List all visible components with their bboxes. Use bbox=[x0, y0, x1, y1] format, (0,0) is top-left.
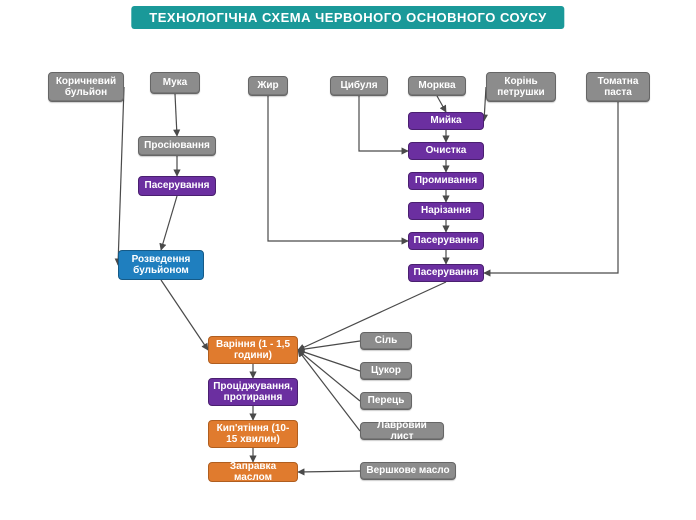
edge-tomato_paste-to-saute_tom bbox=[484, 102, 618, 273]
edge-dilute-to-boil bbox=[161, 280, 208, 350]
node-cut: Нарізання bbox=[408, 202, 484, 220]
node-peel: Очистка bbox=[408, 142, 484, 160]
edge-pepper-to-boil bbox=[298, 350, 360, 401]
node-parsley_root: Корінь петрушки bbox=[486, 72, 556, 102]
node-simmer: Кип'ятіння (10-15 хвилин) bbox=[208, 420, 298, 448]
node-tomato_paste: Томатна паста bbox=[586, 72, 650, 102]
node-strain: Проціджування, протирання bbox=[208, 378, 298, 406]
node-saute_flour: Пасерування bbox=[138, 176, 216, 196]
edge-saute_flour-to-dilute bbox=[161, 196, 177, 250]
node-sifting: Просіювання bbox=[138, 136, 216, 156]
node-butter_finish: Заправка маслом bbox=[208, 462, 298, 482]
edge-salt-to-boil bbox=[298, 341, 360, 350]
node-dilute: Розведення бульйоном bbox=[118, 250, 204, 280]
node-boil: Варіння (1 - 1,5 години) bbox=[208, 336, 298, 364]
node-wash: Мийка bbox=[408, 112, 484, 130]
edge-sugar-to-boil bbox=[298, 350, 360, 371]
edge-bay_leaf-to-boil bbox=[298, 350, 360, 431]
node-bay_leaf: Лавровий лист bbox=[360, 422, 444, 440]
node-brown_broth: Коричневий бульйон bbox=[48, 72, 124, 102]
node-salt: Сіль bbox=[360, 332, 412, 350]
diagram-title: ТЕХНОЛОГІЧНА СХЕМА ЧЕРВОНОГО ОСНОВНОГО С… bbox=[131, 6, 564, 29]
node-pepper: Перець bbox=[360, 392, 412, 410]
node-fat: Жир bbox=[248, 76, 288, 96]
edge-onion-to-peel bbox=[359, 96, 408, 151]
edge-flour-to-sifting bbox=[175, 94, 177, 136]
edge-butter-to-butter_finish bbox=[298, 471, 360, 472]
node-onion: Цибуля bbox=[330, 76, 388, 96]
node-flour: Мука bbox=[150, 72, 200, 94]
edge-brown_broth-to-dilute bbox=[118, 87, 124, 265]
node-rinse: Промивання bbox=[408, 172, 484, 190]
node-sugar: Цукор bbox=[360, 362, 412, 380]
node-saute_veg: Пасерування bbox=[408, 232, 484, 250]
edge-fat-to-saute_veg bbox=[268, 96, 408, 241]
edge-carrot-to-wash bbox=[437, 96, 446, 112]
node-saute_tom: Пасерування bbox=[408, 264, 484, 282]
node-butter: Вершкове масло bbox=[360, 462, 456, 480]
node-carrot: Морква bbox=[408, 76, 466, 96]
